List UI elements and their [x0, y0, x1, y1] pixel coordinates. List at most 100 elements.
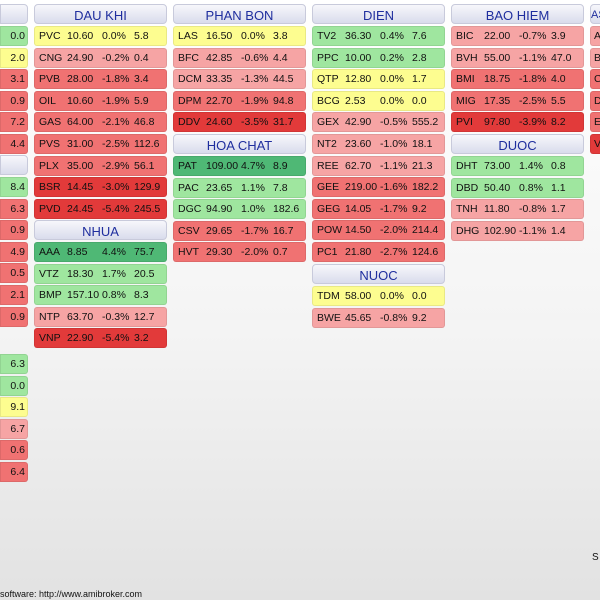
partial-cell[interactable]: 0.9 [0, 220, 28, 241]
stock-change: 1.1% [241, 181, 265, 194]
partial-cell[interactable]: 0.5 [0, 263, 28, 284]
stock-cell-pvb[interactable]: PVB 28.00 -1.8% 3.4 [34, 69, 167, 90]
stock-cell-vnp[interactable]: VNP 22.90 -5.4% 3.2 [34, 328, 167, 349]
stock-cell-qtp[interactable]: QTP 12.80 0.0% 1.7 [312, 69, 445, 90]
partial-cell[interactable]: 0.6 [0, 440, 28, 461]
partial-cell[interactable]: 0.0 [0, 26, 28, 46]
partial-cell[interactable]: 0.0 [0, 375, 28, 396]
group-nhua: NHUA AAA 8.85 4.4% 75.7 VTZ 18.30 1.7% 20.5 BMP 1… [34, 220, 167, 350]
partial-cell[interactable]: 4.9 [0, 241, 28, 262]
stock-cell-pac[interactable]: PAC 23.65 1.1% 7.8 [173, 177, 306, 198]
partial-cell[interactable]: 6.3 [0, 198, 28, 219]
right-partial-cell[interactable]: D [590, 90, 600, 111]
stock-cell-bvh[interactable]: BVH 55.00 -1.1% 47.0 [451, 47, 584, 68]
stock-symbol: PVS [39, 137, 61, 150]
stock-cell-ddv[interactable]: DDV 24.60 -3.5% 31.7 [173, 112, 306, 133]
stock-cell-ppc[interactable]: PPC 10.00 0.2% 2.8 [312, 47, 445, 68]
stock-cell-dcm[interactable]: DCM 33.35 -1.3% 44.5 [173, 69, 306, 90]
right-partial-cell[interactable]: E [590, 112, 600, 133]
stock-cell-hvt[interactable]: HVT 29.30 -2.0% 0.7 [173, 242, 306, 263]
stock-price: 16.50 [206, 30, 233, 42]
stock-cell-vtz[interactable]: VTZ 18.30 1.7% 20.5 [34, 263, 167, 284]
stock-cell-tv2[interactable]: TV2 36.30 0.4% 7.6 [312, 26, 445, 46]
partial-cell[interactable]: 4.4 [0, 133, 28, 154]
stock-cell-gex[interactable]: GEX 42.90 -0.5% 555.2 [312, 112, 445, 133]
stock-cell-tdm[interactable]: TDM 58.00 0.0% 0.0 [312, 286, 445, 306]
stock-cell-ree[interactable]: REE 62.70 -1.1% 21.3 [312, 155, 445, 176]
stock-cell-dhg[interactable]: DHG 102.90 -1.1% 1.4 [451, 220, 584, 241]
stock-cell-mig[interactable]: MIG 17.35 -2.5% 5.5 [451, 90, 584, 111]
stock-cell-dbd[interactable]: DBD 50.40 0.8% 1.1 [451, 177, 584, 198]
stock-cell-ntp[interactable]: NTP 63.70 -0.3% 12.7 [34, 306, 167, 327]
partial-cell[interactable]: 3.1 [0, 69, 28, 90]
stock-cell-bmp[interactable]: BMP 157.10 0.8% 8.3 [34, 285, 167, 306]
partial-cell[interactable]: 6.4 [0, 461, 28, 482]
stock-symbol: PAT [178, 160, 197, 172]
stock-change: -1.7% [241, 224, 269, 237]
stock-cell-gas[interactable]: GAS 64.00 -2.1% 46.8 [34, 112, 167, 133]
group-hoa-chat: HOA CHAT PAT 109.00 4.7% 8.9 PAC 23.65 1.1% 7.8… [173, 134, 306, 264]
partial-cell[interactable]: 9.1 [0, 397, 28, 418]
partial-cell[interactable]: 8.4 [0, 177, 28, 197]
left-partial-column-b: 8.4 6.3 0.9 4.9 0.5 2.1 0.9 [0, 155, 28, 328]
stock-cell-nt2[interactable]: NT2 23.60 -1.0% 18.1 [312, 133, 445, 154]
stock-cell-pow[interactable]: POW 14.50 -2.0% 214.4 [312, 220, 445, 241]
right-partial-cell[interactable]: B [590, 47, 600, 68]
stock-cell-dht[interactable]: DHT 73.00 1.4% 0.8 [451, 156, 584, 176]
partial-cell[interactable]: 2.0 [0, 47, 28, 68]
stock-cell-tnh[interactable]: TNH 11.80 -0.8% 1.7 [451, 199, 584, 220]
group-title: DUOC [451, 134, 584, 154]
stock-volume: 1.7 [551, 203, 566, 216]
stock-change: -1.8% [102, 73, 130, 86]
partial-cell[interactable]: 7.2 [0, 112, 28, 133]
left-partial-rows-b: 8.4 6.3 0.9 4.9 0.5 2.1 0.9 [0, 177, 28, 327]
right-partial-cell[interactable]: V [590, 133, 600, 154]
stock-cell-csv[interactable]: CSV 29.65 -1.7% 16.7 [173, 220, 306, 241]
partial-cell[interactable]: 0.9 [0, 90, 28, 111]
stock-change: -2.5% [519, 94, 547, 107]
stock-cell-dpm[interactable]: DPM 22.70 -1.9% 94.8 [173, 90, 306, 111]
stock-cell-dgc[interactable]: DGC 94.90 1.0% 182.6 [173, 199, 306, 220]
stock-symbol: BCG [317, 94, 340, 107]
stock-symbol: PC1 [317, 245, 338, 258]
stock-change: -0.5% [380, 116, 408, 129]
stock-cell-bsr[interactable]: BSR 14.45 -3.0% 129.9 [34, 177, 167, 198]
stock-cell-bfc[interactable]: BFC 42.85 -0.6% 4.4 [173, 47, 306, 68]
stock-change: -0.7% [519, 30, 547, 42]
stock-cell-plx[interactable]: PLX 35.00 -2.9% 56.1 [34, 155, 167, 176]
stock-cell-cng[interactable]: CNG 24.90 -0.2% 0.4 [34, 47, 167, 68]
right-partial-cell[interactable]: A [590, 26, 600, 46]
partial-cell[interactable]: 2.1 [0, 284, 28, 305]
stock-change: -2.7% [380, 245, 408, 258]
stock-cell-pat[interactable]: PAT 109.00 4.7% 8.9 [173, 156, 306, 176]
stock-change: 4.4% [102, 246, 126, 258]
corner-label: S [592, 552, 599, 563]
partial-value: 8.4 [10, 181, 25, 193]
right-partial-value: B [594, 52, 600, 64]
group-rows: PAT 109.00 4.7% 8.9 PAC 23.65 1.1% 7.8 DGC 94.90 1… [173, 156, 306, 263]
stock-cell-pvc[interactable]: PVC 10.60 0.0% 5.8 [34, 26, 167, 46]
stock-price: 29.65 [206, 224, 233, 237]
stock-cell-bcg[interactable]: BCG 2.53 0.0% 0.0 [312, 90, 445, 111]
stock-cell-oil[interactable]: OIL 10.60 -1.9% 5.9 [34, 90, 167, 111]
stock-cell-pvi[interactable]: PVI 97.80 -3.9% 8.2 [451, 112, 584, 133]
stock-volume: 3.9 [551, 30, 566, 42]
stock-cell-geg[interactable]: GEG 14.05 -1.7% 9.2 [312, 198, 445, 219]
partial-cell[interactable]: 6.3 [0, 354, 28, 374]
left-partial-column-c: 6.3 0.0 9.1 6.7 0.6 6.4 [0, 354, 28, 484]
stock-cell-pvs[interactable]: PVS 31.00 -2.5% 112.6 [34, 133, 167, 154]
stock-cell-gee[interactable]: GEE 219.00 -1.6% 182.2 [312, 177, 445, 198]
partial-cell[interactable]: 6.7 [0, 418, 28, 439]
stock-cell-aaa[interactable]: AAA 8.85 4.4% 75.7 [34, 242, 167, 262]
right-partial-cell[interactable]: C [590, 69, 600, 90]
stock-cell-bmi[interactable]: BMI 18.75 -1.8% 4.0 [451, 69, 584, 90]
stock-cell-pvd[interactable]: PVD 24.45 -5.4% 245.5 [34, 198, 167, 219]
stock-cell-bwe[interactable]: BWE 45.65 -0.8% 9.2 [312, 307, 445, 328]
stock-cell-las[interactable]: LAS 16.50 0.0% 3.8 [173, 26, 306, 46]
stock-volume: 555.2 [412, 116, 439, 129]
partial-cell[interactable]: 0.9 [0, 306, 28, 327]
stock-cell-pc1[interactable]: PC1 21.80 -2.7% 124.6 [312, 241, 445, 262]
group-dau-khi: DAU KHI PVC 10.60 0.0% 5.8 CNG 24.90 -0.2% 0.4 P… [34, 4, 167, 220]
stock-cell-bic[interactable]: BIC 22.00 -0.7% 3.9 [451, 26, 584, 46]
stock-volume: 18.1 [412, 137, 433, 150]
